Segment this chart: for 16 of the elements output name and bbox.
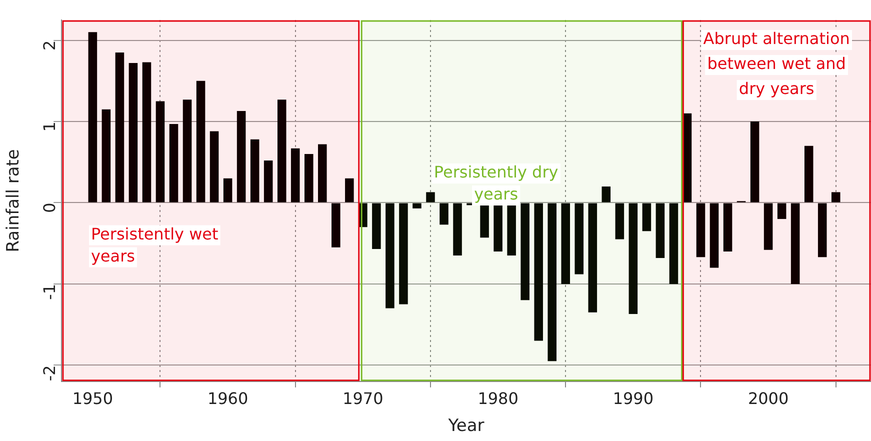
y-tick-label: 0: [40, 202, 59, 213]
y-tick-label: 2: [40, 40, 59, 50]
x-tick-label: 1980: [478, 389, 518, 408]
x-tick-label: 1960: [207, 389, 248, 408]
band-label: Abrupt alternation between wet and dry years: [703, 29, 850, 98]
x-tick-label: 2000: [748, 389, 789, 408]
y-tick-label: -1: [40, 284, 59, 300]
x-axis-title: Year: [447, 416, 484, 436]
band-label: Persistently dry years: [434, 162, 558, 204]
y-tick-label: -2: [40, 365, 59, 382]
y-axis-title: Rainfall rate: [4, 149, 24, 252]
x-tick-label: 1970: [342, 389, 384, 408]
x-tick-label: 1950: [72, 389, 114, 408]
y-tick-label: 1: [40, 122, 59, 132]
x-tick-label: 1990: [612, 389, 654, 408]
band-label: Persistently wet years: [90, 224, 218, 266]
